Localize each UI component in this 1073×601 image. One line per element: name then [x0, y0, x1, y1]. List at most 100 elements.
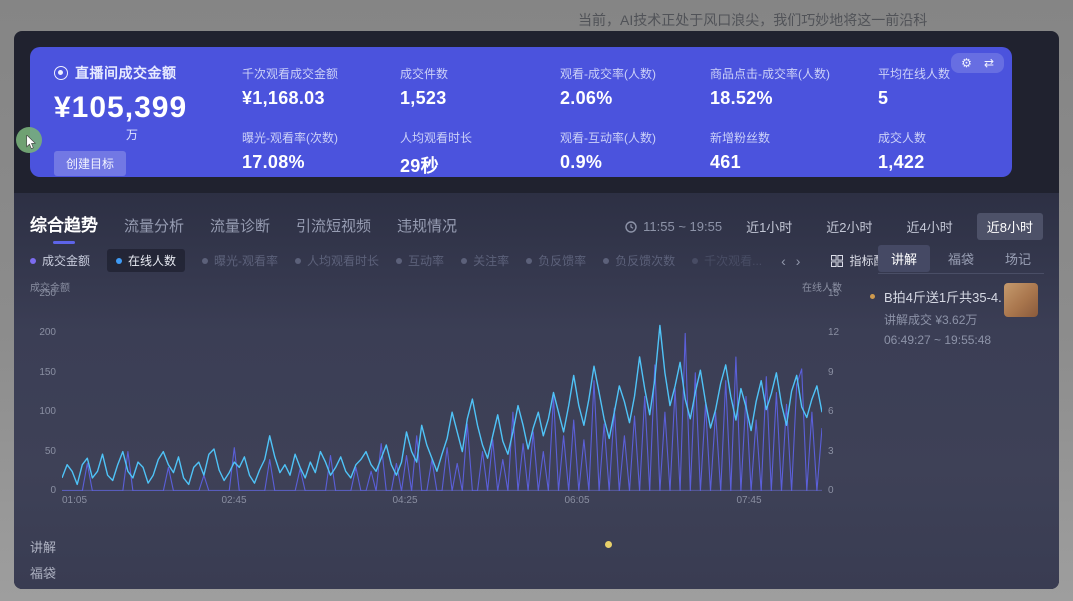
legend-gmv[interactable]: 成交金额: [30, 252, 90, 269]
y-tick-left: 200: [39, 327, 56, 338]
legend-dot: [116, 257, 123, 264]
x-tick: 02:45: [221, 495, 247, 506]
legend-dot: [30, 257, 36, 264]
explain-product-item[interactable]: B拍4斤送1斤共35-4... 讲解成交 ¥3.62万 06:49:27 ~ 1…: [870, 283, 1046, 347]
time-range-text: 11:55 ~ 19:55: [643, 219, 723, 234]
legend-online-users[interactable]: 在线人数: [107, 249, 186, 272]
gmv-summary: 直播间成交金额 ¥105,399 万 创建目标: [54, 63, 244, 176]
metric-cell: 观看-成交率(人数) 2.06%: [560, 65, 710, 109]
right-axis-title: 在线人数: [802, 283, 842, 294]
metric-value: 1,422: [878, 152, 925, 172]
create-goal-button[interactable]: 创建目标: [54, 151, 127, 176]
legend-dot: [396, 257, 403, 264]
gmv-unit: 万: [126, 128, 139, 142]
metric-value: 5: [878, 88, 889, 108]
metric-value: 2.06%: [560, 88, 613, 108]
track-label-lucky-bag: 福袋: [30, 566, 57, 581]
gmv-title: 直播间成交金额: [75, 65, 177, 81]
legend-dot: [461, 257, 468, 264]
metric-cell: 成交件数 1,523: [400, 65, 560, 109]
metric-value: 18.52%: [710, 88, 773, 108]
metric-label: 平均在线人数: [878, 67, 951, 81]
product-time-range: 06:49:27 ~ 19:55:48: [884, 333, 992, 347]
range-2h-button[interactable]: 近2小时: [826, 220, 873, 235]
product-title[interactable]: B拍4斤送1斤共35-4...: [884, 290, 1002, 305]
metric-cell: 成交人数 1,422: [878, 129, 964, 178]
product-deal-amount: 讲解成交 ¥3.62万: [884, 313, 978, 327]
y-tick-left: 250: [39, 288, 56, 299]
time-range: 11:55 ~ 19:55: [625, 219, 722, 234]
trend-tabs: 综合趋势 流量分析 流量诊断 引流短视频 违规情况: [30, 211, 457, 236]
tab-violations[interactable]: 违规情况: [397, 218, 458, 235]
time-filter: 11:55 ~ 19:55 近1小时 近2小时 近4小时 近8小时: [625, 213, 1043, 240]
legend-negative-feedback-count[interactable]: 负反馈次数: [603, 252, 675, 269]
legend-pager: ‹ ›: [781, 253, 800, 269]
metric-value: 29秒: [400, 156, 439, 176]
metric-cell: 观看-互动率(人数) 0.9%: [560, 129, 710, 178]
metric-cell: 平均在线人数 5: [878, 65, 964, 109]
tab-referral-video[interactable]: 引流短视频: [296, 218, 372, 235]
side-tab-explain[interactable]: 讲解: [878, 245, 931, 272]
target-icon: [54, 66, 68, 80]
y-tick-right: 0: [828, 485, 834, 496]
dashboard-panel: 直播间成交金额 ¥105,399 万 创建目标 千次观看成交金额 ¥1,168.…: [14, 31, 1059, 589]
metric-label: 千次观看成交金额: [242, 67, 339, 81]
metric-label: 人均观看时长: [400, 131, 473, 145]
tab-traffic-analysis[interactable]: 流量分析: [124, 218, 185, 235]
chevron-left-icon[interactable]: ‹: [781, 252, 786, 269]
y-tick-left: 0: [50, 485, 56, 496]
metric-value: 461: [710, 152, 741, 172]
metric-value: 17.08%: [242, 152, 305, 172]
range-1h-button[interactable]: 近1小时: [746, 220, 793, 235]
metric-grid: 千次观看成交金额 ¥1,168.03 成交件数 1,523 观看-成交率(人数)…: [242, 65, 964, 178]
swap-icon[interactable]: ⇄: [983, 56, 994, 70]
y-tick-left: 50: [44, 446, 56, 457]
left-axis-title: 成交金额: [30, 283, 70, 294]
x-tick: 04:25: [392, 495, 418, 506]
legend-interaction-rate[interactable]: 互动率: [396, 252, 444, 269]
legend-dot: [202, 257, 209, 264]
metric-value: 1,523: [400, 88, 447, 108]
tab-traffic-diagnosis[interactable]: 流量诊断: [210, 218, 271, 235]
x-tick: 01:05: [62, 495, 88, 506]
kpi-banner: 直播间成交金额 ¥105,399 万 创建目标 千次观看成交金额 ¥1,168.…: [30, 47, 1012, 177]
metric-label: 观看-成交率(人数): [560, 67, 656, 81]
legend-exposure-view-rate[interactable]: 曝光-观看率: [202, 252, 278, 269]
side-tab-lucky-bag[interactable]: 福袋: [947, 252, 974, 267]
y-tick-right: 6: [828, 406, 834, 417]
side-tab-session-log[interactable]: 场记: [1004, 252, 1031, 267]
gear-icon[interactable]: ⚙: [961, 56, 972, 70]
product-thumbnail[interactable]: [1004, 283, 1038, 317]
range-8h-button[interactable]: 近8小时: [976, 213, 1043, 240]
y-tick-left: 150: [39, 367, 56, 378]
mouse-cursor-highlight: [16, 127, 42, 153]
trend-section: 综合趋势 流量分析 流量诊断 引流短视频 违规情况 11:55 ~ 19:55 …: [14, 193, 1059, 589]
legend-follow-rate[interactable]: 关注率: [461, 252, 509, 269]
chevron-right-icon[interactable]: ›: [795, 252, 801, 269]
legend-per-thousand-views[interactable]: 千次观看...: [692, 252, 762, 269]
video-subtitle-text: 当前，AI技术正处于风口浪尖，我们巧妙地将这一前沿科: [578, 12, 928, 28]
banner-toolbar: ⚙ ⇄: [951, 53, 1004, 73]
legend-avg-watch-time[interactable]: 人均观看时长: [295, 252, 379, 269]
side-panel-divider: [878, 273, 1044, 274]
side-panel-tabs: 讲解 福袋 场记: [878, 245, 1044, 272]
metric-cell: 曝光-观看率(次数) 17.08%: [242, 129, 400, 178]
tab-comprehensive-trend[interactable]: 综合趋势: [30, 211, 98, 236]
y-tick-right: 15: [828, 288, 840, 299]
explain-marker[interactable]: [605, 541, 613, 548]
cursor-icon: [26, 135, 37, 150]
metric-value: ¥1,168.03: [242, 88, 325, 108]
range-4h-button[interactable]: 近4小时: [906, 220, 953, 235]
track-label-explain: 讲解: [30, 540, 57, 555]
legend-dot: [692, 257, 699, 264]
metric-cell: 商品点击-成交率(人数) 18.52%: [710, 65, 878, 109]
metric-label: 曝光-观看率(次数): [242, 131, 338, 145]
metric-label: 成交人数: [878, 131, 927, 145]
y-tick-left: 100: [39, 406, 56, 417]
y-tick-right: 9: [828, 367, 834, 378]
bullet-dot-icon: [870, 294, 875, 299]
legend-negative-feedback-rate[interactable]: 负反馈率: [526, 252, 586, 269]
legend-dot: [295, 257, 302, 264]
trend-chart[interactable]: [62, 294, 822, 491]
legend-dot: [526, 257, 533, 264]
